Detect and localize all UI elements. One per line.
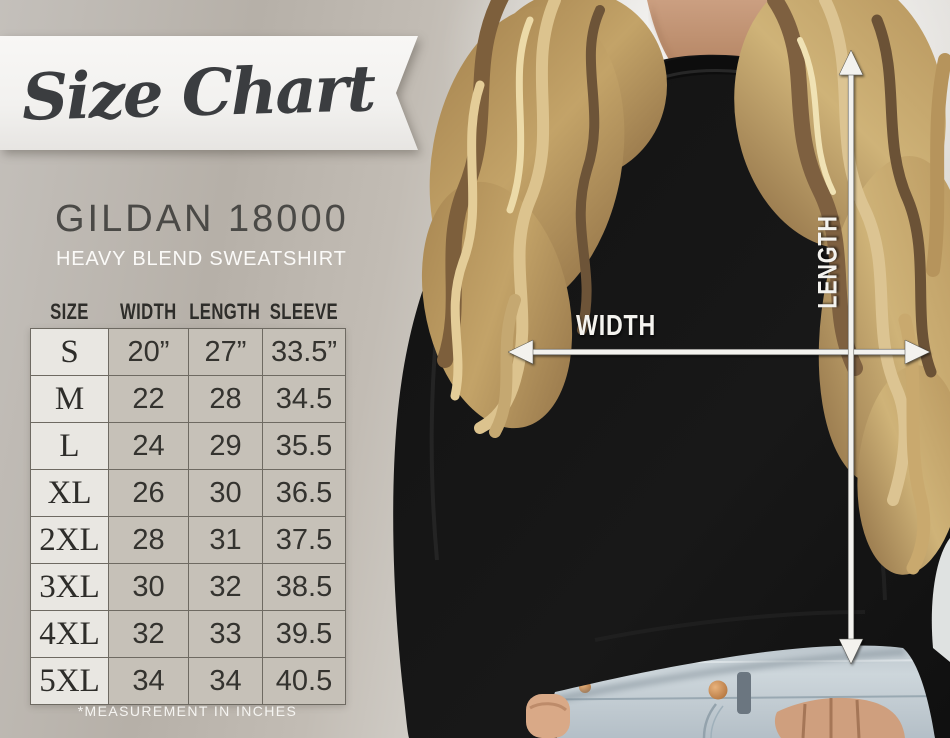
size-table: S 20” 27” 33.5” M 22 28 34.5 L 24 29 35.… bbox=[30, 328, 346, 705]
model-photo: WIDTH LENGTH bbox=[345, 0, 950, 738]
sleeve-cell: 35.5 bbox=[263, 423, 346, 470]
model-illustration bbox=[393, 0, 950, 738]
sleeve-cell: 40.5 bbox=[263, 658, 346, 705]
length-cell: 33 bbox=[189, 611, 263, 658]
length-cell: 34 bbox=[189, 658, 263, 705]
width-cell: 24 bbox=[109, 423, 189, 470]
length-cell: 29 bbox=[189, 423, 263, 470]
width-measure-label: WIDTH bbox=[576, 310, 657, 342]
size-cell: 5XL bbox=[31, 658, 109, 705]
ribbon-shape bbox=[0, 36, 418, 150]
width-cell: 34 bbox=[109, 658, 189, 705]
width-cell: 22 bbox=[109, 376, 189, 423]
size-cell: 4XL bbox=[31, 611, 109, 658]
column-header-size: SIZE bbox=[49, 299, 89, 324]
column-header-sleeve: SLEEVE bbox=[269, 299, 338, 324]
size-cell: 3XL bbox=[31, 564, 109, 611]
length-cell: 31 bbox=[189, 517, 263, 564]
sleeve-cell: 39.5 bbox=[263, 611, 346, 658]
width-cell: 32 bbox=[109, 611, 189, 658]
size-cell: 2XL bbox=[31, 517, 109, 564]
measurement-note: *MEASUREMENT IN INCHES bbox=[77, 703, 298, 719]
sleeve-cell: 34.5 bbox=[263, 376, 346, 423]
page-title: Size Chart bbox=[21, 50, 375, 136]
sleeve-cell: 36.5 bbox=[263, 470, 346, 517]
size-table-header: SIZE WIDTH LENGTH SLEEVE bbox=[30, 297, 345, 327]
width-cell: 26 bbox=[109, 470, 189, 517]
size-cell: XL bbox=[31, 470, 109, 517]
width-arrow bbox=[507, 339, 931, 365]
column-header-width: WIDTH bbox=[119, 299, 177, 324]
width-cell: 28 bbox=[109, 517, 189, 564]
product-heading: GILDAN 18000 HEAVY BLEND SWEATSHIRT bbox=[55, 198, 349, 271]
size-cell: L bbox=[31, 423, 109, 470]
length-cell: 30 bbox=[189, 470, 263, 517]
product-name: GILDAN 18000 bbox=[55, 198, 349, 240]
sleeve-cell: 37.5 bbox=[263, 517, 346, 564]
width-cell: 20” bbox=[109, 329, 189, 376]
size-cell: S bbox=[31, 329, 109, 376]
size-cell: M bbox=[31, 376, 109, 423]
width-cell: 30 bbox=[109, 564, 189, 611]
length-measure-label: LENGTH bbox=[812, 215, 843, 309]
length-cell: 32 bbox=[189, 564, 263, 611]
product-subtitle: HEAVY BLEND SWEATSHIRT bbox=[56, 248, 347, 270]
length-arrow bbox=[838, 49, 864, 665]
model-hands bbox=[526, 694, 905, 738]
background-gap bbox=[931, 538, 950, 662]
model-hair bbox=[421, 0, 950, 575]
length-cell: 28 bbox=[189, 376, 263, 423]
title-ribbon: Size Chart bbox=[0, 36, 418, 150]
sleeve-cell: 38.5 bbox=[263, 564, 346, 611]
length-cell: 27” bbox=[189, 329, 263, 376]
column-header-length: LENGTH bbox=[189, 299, 261, 324]
measurement-arrows bbox=[507, 49, 931, 665]
sleeve-cell: 33.5” bbox=[263, 329, 346, 376]
